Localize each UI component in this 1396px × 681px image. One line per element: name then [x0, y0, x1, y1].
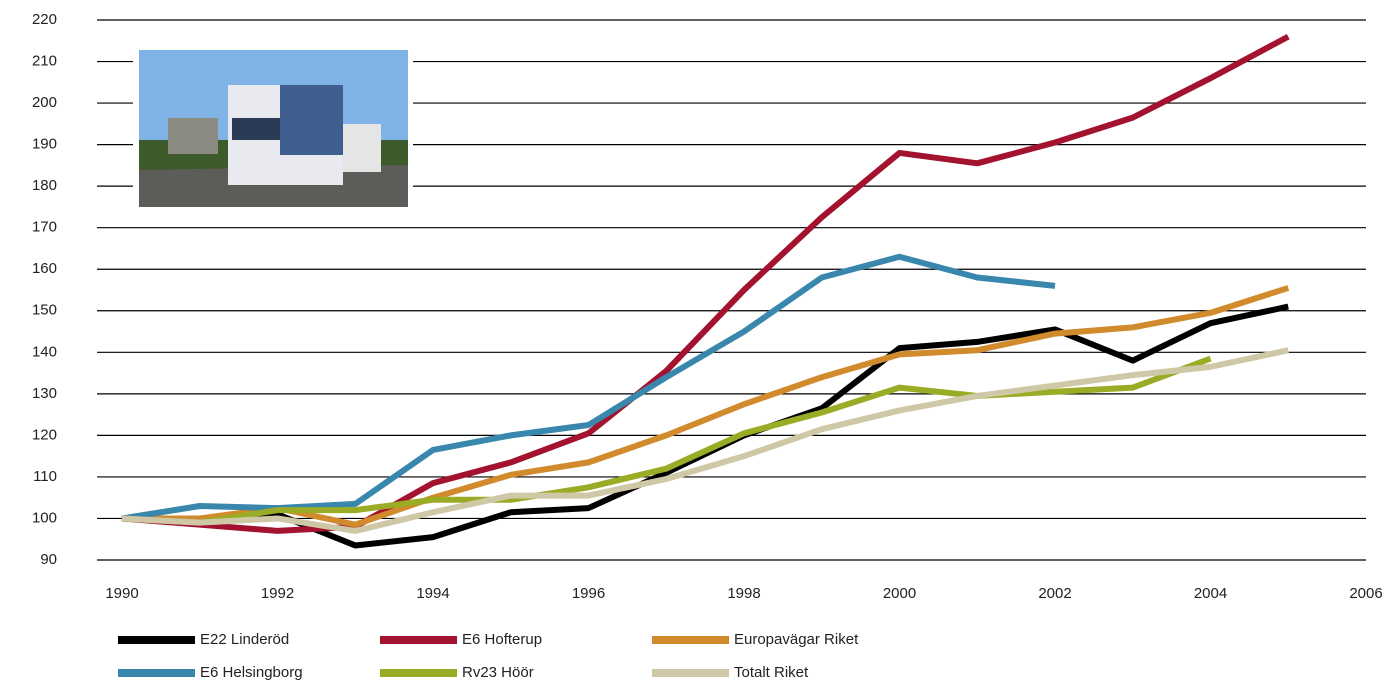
legend-label: Rv23 Höör	[462, 664, 534, 681]
y-tick-label: 220	[32, 11, 57, 28]
legend-label: Totalt Riket	[734, 664, 809, 681]
x-tick-label: 2006	[1349, 585, 1382, 602]
y-tick-label: 180	[32, 177, 57, 194]
y-tick-label: 110	[33, 468, 57, 485]
y-tick-label: 120	[32, 426, 57, 443]
y-tick-label: 210	[32, 53, 57, 70]
series-line	[122, 359, 1211, 523]
legend-label: E6 Helsingborg	[200, 664, 303, 681]
y-tick-label: 170	[32, 219, 57, 236]
series-line	[122, 350, 1288, 531]
x-tick-label: 1996	[572, 585, 605, 602]
y-tick-label: 190	[32, 136, 57, 153]
x-tick-label: 1994	[416, 585, 449, 602]
x-tick-label: 2004	[1194, 585, 1227, 602]
legend-label: E6 Hofterup	[462, 631, 542, 648]
x-tick-label: 1990	[105, 585, 138, 602]
y-tick-label: 160	[32, 260, 57, 277]
y-tick-label: 130	[32, 385, 57, 402]
legend-label: Europavägar Riket	[734, 631, 859, 648]
y-tick-label: 90	[40, 551, 57, 568]
photo-trailer	[280, 85, 343, 155]
photo-sign	[168, 118, 218, 154]
x-tick-label: 2002	[1038, 585, 1071, 602]
photo	[133, 45, 413, 212]
series-line	[122, 288, 1288, 525]
legend: E22 Linderöd E6 Hofterup Europavägar Riket…	[118, 631, 859, 681]
legend-label: E22 Linderöd	[200, 631, 289, 648]
photo-windscreen	[232, 118, 284, 140]
x-tick-label: 1992	[261, 585, 294, 602]
y-tick-label: 150	[32, 302, 57, 319]
chart: 90 100 110 120 130 140 150 160 170 180 190 200 210 22…	[0, 0, 1396, 681]
y-tick-label: 200	[32, 94, 57, 111]
y-tick-label: 140	[32, 343, 57, 360]
x-tick-label: 1998	[727, 585, 760, 602]
photo-truck-2	[343, 124, 381, 172]
x-tick-label: 2000	[883, 585, 916, 602]
y-tick-label: 100	[32, 509, 57, 526]
